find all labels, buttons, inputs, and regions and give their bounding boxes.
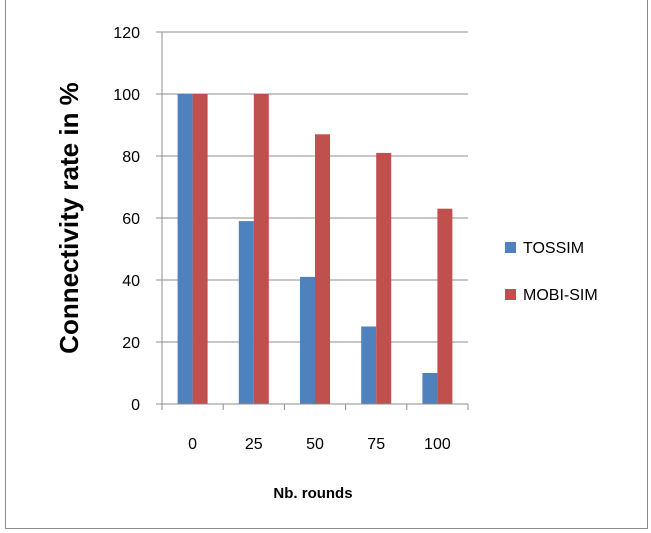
bar-mobi-sim (376, 152, 392, 404)
legend-label: TOSSIM (523, 240, 584, 257)
bar-tossim (300, 276, 315, 404)
x-tick-label: 100 (424, 436, 451, 453)
y-tick-label: 120 (113, 25, 140, 42)
y-tick-label: 40 (122, 273, 140, 290)
legend: TOSSIM MOBI-SIM (505, 240, 598, 304)
bar-mobi-sim (315, 134, 330, 405)
bar-tossim (238, 221, 254, 404)
x-axis-label: Nb. rounds (273, 485, 352, 502)
x-tick-label: 75 (367, 436, 385, 453)
y-tick-label: 80 (122, 149, 140, 166)
y-axis-label: Connectivity rate in % (54, 82, 84, 354)
legend-label: MOBI-SIM (523, 287, 598, 304)
y-tick-label: 60 (122, 211, 140, 228)
bar-mobi-sim (192, 94, 208, 404)
x-tick-label: 50 (306, 436, 324, 453)
x-tick-label: 0 (188, 436, 197, 453)
y-tick-label: 0 (131, 397, 140, 414)
y-tick-label: 20 (122, 335, 140, 352)
bar-mobi-sim (253, 94, 269, 404)
bars-group (177, 94, 453, 405)
legend-swatch (505, 242, 516, 253)
bar-tossim (361, 326, 377, 404)
bar-tossim (422, 373, 438, 404)
x-tick-labels: 0 25 50 75 100 (188, 436, 451, 453)
x-tick-label: 25 (245, 436, 263, 453)
y-tick-labels: 0 20 40 60 80 100 120 (113, 25, 140, 414)
bar-tossim (177, 94, 193, 404)
axes (156, 31, 469, 410)
y-tick-label: 100 (113, 87, 140, 104)
bar-mobi-sim (437, 208, 453, 404)
legend-swatch (505, 289, 516, 300)
